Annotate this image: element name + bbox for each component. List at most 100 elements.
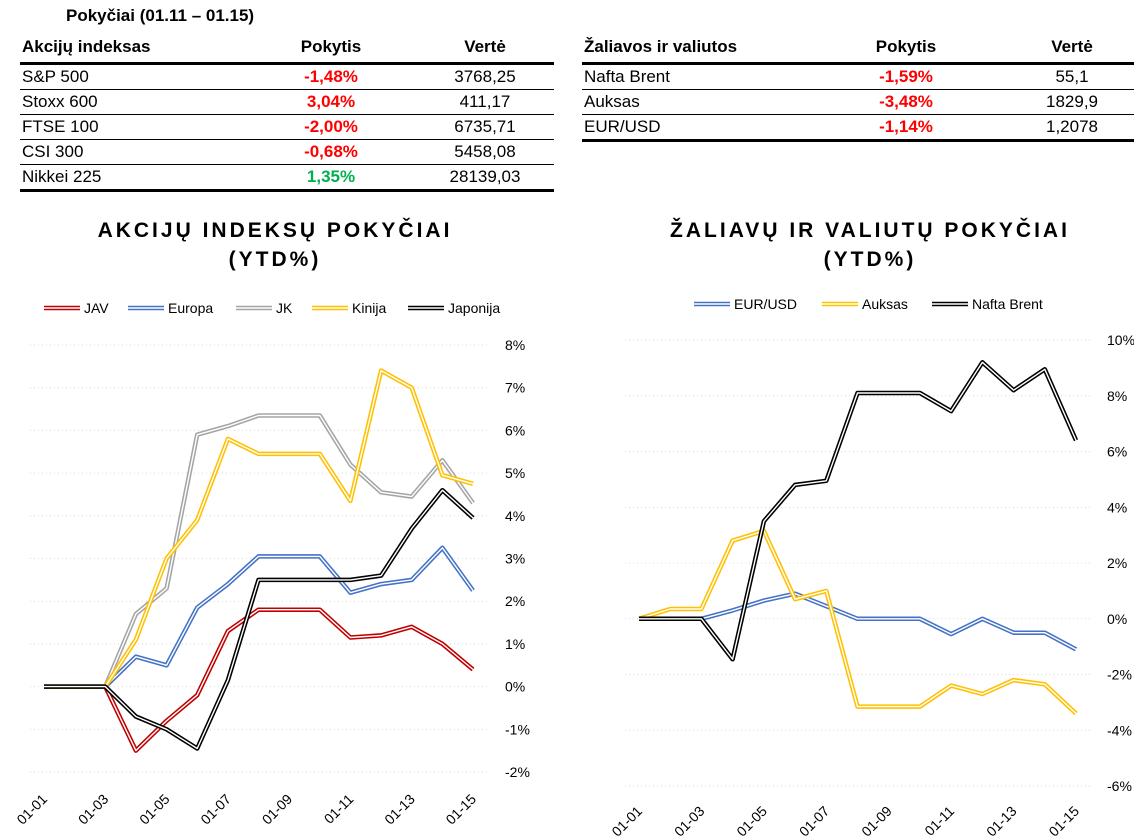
row-value: 1,2078: [1010, 114, 1134, 142]
chart-title-indices: AKCIJŲ INDEKSŲ POKYČIAI (YTD%): [40, 216, 510, 274]
series-line-core: [44, 369, 474, 688]
x-tick-label: 01-11: [321, 791, 357, 827]
table-row: Stoxx 600 3,04% 411,17: [20, 89, 554, 115]
y-tick-label: 6%: [505, 422, 525, 438]
y-tick-label: 2%: [1107, 555, 1127, 571]
table-row: S&P 500 -1,48% 3768,25: [20, 63, 554, 90]
series-line-core: [638, 530, 1077, 715]
table-row: Nafta Brent -1,59% 55,1: [582, 63, 1134, 90]
row-value: 55,1: [1010, 63, 1134, 90]
row-name: Nafta Brent: [582, 63, 802, 90]
y-tick-label: -2%: [505, 764, 530, 780]
series-line-japonija: [44, 487, 475, 751]
x-tick-label: 01-03: [671, 803, 708, 840]
y-tick-label: -6%: [1107, 778, 1132, 794]
x-tick-label: 01-15: [1045, 803, 1082, 840]
chart-subtitle: (YTD%): [823, 248, 917, 271]
y-tick-label: 1%: [505, 636, 525, 652]
row-change: 1,35%: [246, 164, 416, 192]
row-value: 411,17: [416, 89, 554, 115]
row-value: 5458,08: [416, 139, 554, 165]
legend-label: Nafta Brent: [972, 296, 1043, 312]
col-header-commodity: Žaliavos ir valiutos: [582, 32, 802, 65]
row-value: 6735,71: [416, 114, 554, 140]
row-value: 28139,03: [416, 164, 554, 192]
table-title: Pokyčiai (01.11 – 01.15): [66, 6, 255, 25]
series-line-core: [44, 547, 474, 688]
y-tick-label: 10%: [1107, 332, 1134, 348]
y-tick-label: 0%: [1107, 611, 1127, 627]
row-change: -3,48%: [802, 89, 1010, 115]
x-tick-label: 01-05: [136, 791, 173, 828]
y-tick-label: 8%: [1107, 388, 1127, 404]
y-tick-label: 7%: [505, 380, 525, 396]
x-tick-label: 01-05: [733, 803, 770, 840]
legend-label: EUR/USD: [734, 296, 797, 312]
x-tick-label: 01-09: [858, 803, 895, 840]
x-tick-label: 01-11: [921, 803, 957, 839]
legend-label: JAV: [84, 300, 109, 316]
row-value: 1829,9: [1010, 89, 1134, 115]
col-header-change: Pokytis: [246, 32, 416, 65]
stock-index-table: Akcijų indeksas Pokytis Vertė S&P 500 -1…: [20, 32, 554, 192]
x-tick-label: 01-01: [608, 803, 645, 840]
row-change: -1,14%: [802, 114, 1010, 142]
row-name: FTSE 100: [20, 114, 246, 140]
legend-label: JK: [276, 300, 293, 316]
x-tick-label: 01-01: [13, 791, 50, 828]
row-change: 3,04%: [246, 89, 416, 115]
col-header-value: Vertė: [416, 32, 554, 65]
col-header-index: Akcijų indeksas: [20, 32, 246, 65]
row-change: -0,68%: [246, 139, 416, 165]
table-row: CSI 300 -0,68% 5458,08: [20, 139, 554, 165]
x-tick-label: 01-07: [197, 791, 234, 828]
chart-title: ŽALIAVŲ IR VALIUTŲ POKYČIAI: [670, 219, 1070, 242]
series-line-core: [44, 414, 474, 688]
y-tick-label: 8%: [505, 337, 525, 353]
x-tick-label: 01-03: [75, 791, 112, 828]
series-line-core: [639, 593, 1077, 651]
x-tick-label: 01-07: [796, 803, 833, 840]
y-tick-label: 5%: [505, 465, 525, 481]
chart-title: AKCIJŲ INDEKSŲ POKYČIAI: [97, 219, 453, 242]
y-tick-label: -4%: [1107, 722, 1132, 738]
row-name: Nikkei 225: [20, 164, 246, 192]
series-line-nafta-brent: [639, 360, 1079, 662]
row-name: Auksas: [582, 89, 802, 115]
series-line-europa: [44, 545, 475, 689]
x-tick-label: 01-15: [442, 791, 479, 828]
row-name: S&P 500: [20, 63, 246, 90]
y-tick-label: 4%: [1107, 499, 1127, 515]
legend-label: Japonija: [448, 300, 500, 316]
commodities-table: Žaliavos ir valiutos Pokytis Vertė Nafta…: [582, 32, 1134, 142]
y-tick-label: 3%: [505, 551, 525, 567]
series-line-kinija: [44, 368, 474, 689]
table-row: Auksas -3,48% 1829,9: [582, 89, 1134, 115]
series-line-jk: [44, 413, 475, 689]
x-tick-label: 01-13: [381, 791, 418, 828]
x-tick-label: 01-13: [983, 803, 1020, 840]
row-change: -1,59%: [802, 63, 1010, 90]
legend-label: Auksas: [862, 296, 908, 312]
table-row: Nikkei 225 1,35% 28139,03: [20, 164, 554, 192]
y-tick-label: 2%: [505, 593, 525, 609]
y-tick-label: 0%: [505, 679, 525, 695]
series-line-core: [639, 361, 1077, 660]
y-tick-label: -2%: [1107, 667, 1132, 683]
legend-label: Kinija: [352, 300, 386, 316]
series-line-core: [44, 609, 474, 752]
col-header-value: Vertė: [1010, 32, 1134, 65]
y-tick-label: 4%: [505, 508, 525, 524]
table-row: FTSE 100 -2,00% 6735,71: [20, 114, 554, 140]
legend-label: Europa: [168, 300, 213, 316]
y-tick-label: -1%: [505, 721, 530, 737]
x-tick-label: 01-09: [259, 791, 296, 828]
y-tick-label: 6%: [1107, 444, 1127, 460]
chart-subtitle: (YTD%): [228, 248, 322, 271]
table-row: EUR/USD -1,14% 1,2078: [582, 114, 1134, 142]
row-name: EUR/USD: [582, 114, 802, 142]
series-line-core: [44, 489, 474, 750]
row-change: -1,48%: [246, 63, 416, 90]
chart-title-commodities: ŽALIAVŲ IR VALIUTŲ POKYČIAI (YTD%): [620, 216, 1120, 274]
